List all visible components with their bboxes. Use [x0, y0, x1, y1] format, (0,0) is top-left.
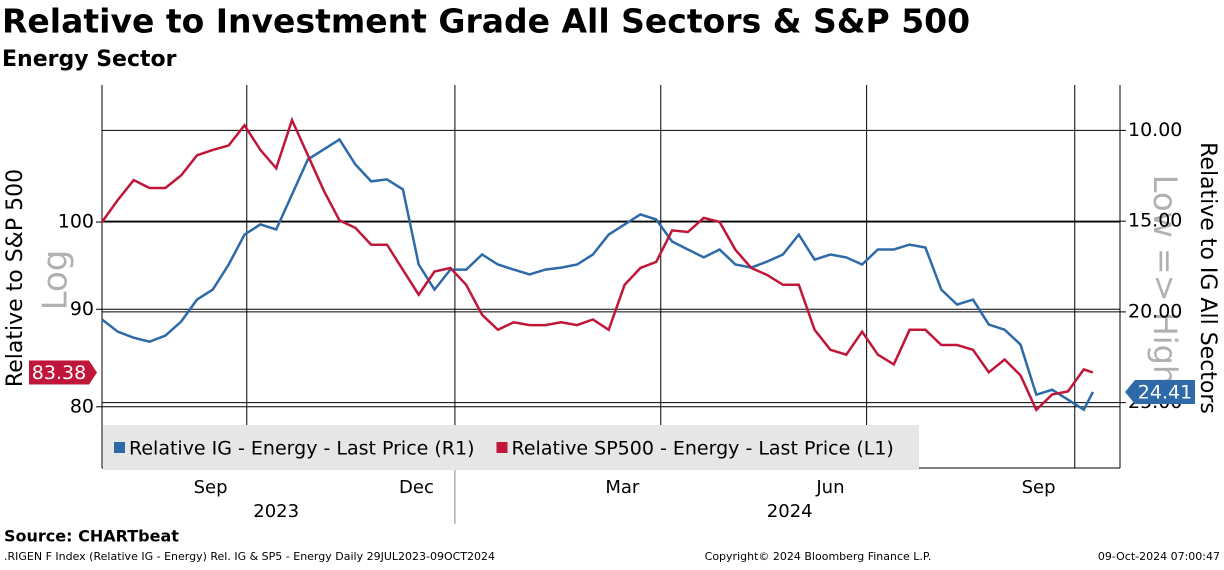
- legend-swatch: [496, 442, 508, 453]
- y2-axis-title: Relative to IG All Sectors: [1195, 142, 1220, 414]
- series-line: [100, 116, 1094, 413]
- x-tick-label: Dec: [399, 477, 434, 498]
- last-value-label: 83.38: [32, 362, 86, 384]
- y2-tick-label: 15.00: [1128, 210, 1182, 232]
- y2-tick-label: 20.00: [1128, 300, 1182, 322]
- legend-swatch: [114, 442, 125, 453]
- x-tick-label: Jun: [815, 477, 844, 498]
- x-tick-label: Sep: [1022, 477, 1056, 498]
- y-axis-title: Relative to S&P 500: [3, 169, 28, 387]
- last-value-tag: [1125, 379, 1195, 404]
- y-tick-label: 80: [70, 395, 94, 417]
- source: Source: CHARTbeat: [4, 527, 179, 546]
- x-tick-label: Sep: [194, 477, 228, 498]
- chart-title: Relative to Investment Grade All Sectors…: [2, 2, 970, 41]
- y2-tick-label: 10.00: [1128, 119, 1182, 141]
- y-tick-label: 90: [70, 298, 94, 320]
- chart-subtitle: Energy Sector: [2, 47, 177, 72]
- last-value-tag: [29, 360, 97, 385]
- last-value-label: 24.41: [1138, 381, 1192, 403]
- legend-label: Relative SP500 - Energy - Last Price (L1…: [512, 438, 894, 460]
- legend-label: Relative IG - Energy - Last Price (R1): [129, 438, 475, 460]
- x-tick-label: Mar: [605, 477, 640, 498]
- footer-left: .RIGEN F Index (Relative IG - Energy) Re…: [4, 550, 495, 563]
- y-tick-label: 100: [58, 211, 94, 233]
- series-line: [101, 137, 1095, 412]
- footer-center: Copyright© 2024 Bloomberg Finance L.P.: [705, 550, 932, 563]
- log-note: Log: [36, 250, 76, 311]
- scale-note: Low => High: [1146, 175, 1184, 386]
- footer-right: 09-Oct-2024 07:00:47: [1098, 550, 1220, 563]
- year-label: 2024: [767, 501, 813, 522]
- legend: [103, 425, 919, 470]
- year-label: 2023: [253, 501, 299, 522]
